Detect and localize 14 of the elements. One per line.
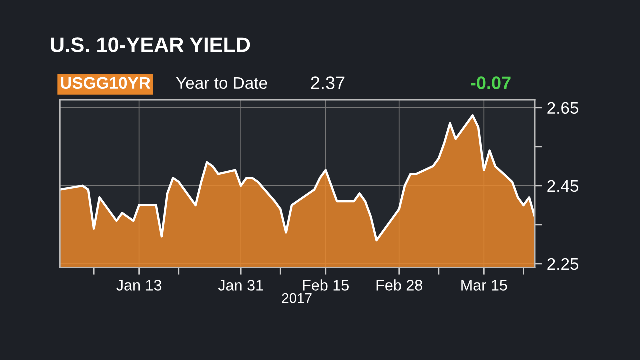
y-tick-label: 2.25 [548, 258, 579, 270]
x-tick-label: Feb 28 [376, 280, 422, 291]
x-tick-label: Feb 15 [303, 280, 350, 291]
text: USGG10YR [61, 77, 151, 90]
y-tick-label: 2.45 [548, 180, 579, 192]
x-tick-label: Mar 15 [462, 280, 508, 291]
text: 2017 [282, 293, 312, 304]
x-tick-label: Jan 31 [218, 280, 264, 291]
x-tick-label: Jan 13 [116, 280, 162, 291]
chart-title: U.S. 10-YEAR YIELD [51, 38, 250, 52]
text: -0.07 [471, 76, 511, 90]
text: Year to Date [176, 77, 268, 90]
y-tick-label: 2.65 [548, 102, 579, 114]
text: 2.37 [311, 76, 345, 90]
